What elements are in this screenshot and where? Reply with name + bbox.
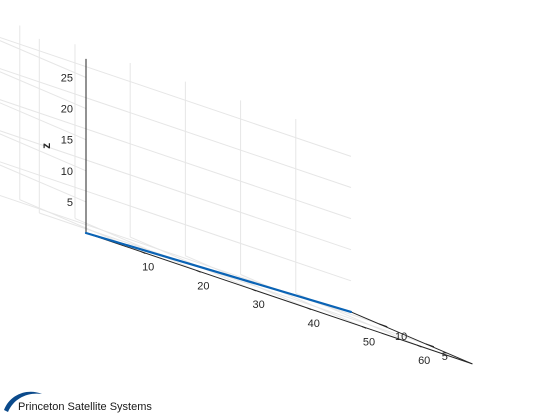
grid-line <box>0 40 87 78</box>
z-tick-label: 25 <box>61 73 73 85</box>
logo-text: Princeton Satellite Systems <box>18 401 152 413</box>
z-tick-label: 10 <box>61 166 73 178</box>
x-tick-label: 30 <box>252 299 264 311</box>
grid-line <box>0 161 352 282</box>
grid-line <box>0 164 87 203</box>
x-tick <box>361 326 367 329</box>
x-tick <box>417 344 422 348</box>
y-tick <box>378 323 388 328</box>
x-tick <box>251 288 256 292</box>
y-tick <box>425 343 435 348</box>
x-axis-line <box>85 232 473 365</box>
grid-line <box>74 217 197 271</box>
series-line <box>84 231 353 313</box>
x-tick-label: 20 <box>197 280 209 292</box>
grid-line <box>0 68 352 188</box>
x-tick <box>141 251 146 254</box>
axes <box>85 58 473 365</box>
grid-line <box>39 212 426 345</box>
grid-line <box>0 133 87 172</box>
grid-line <box>0 99 352 220</box>
grid-lines <box>0 25 426 346</box>
y-axis-line <box>350 311 473 365</box>
z-tick-label: 20 <box>61 104 73 116</box>
x-tick-label: 10 <box>142 262 154 274</box>
z-tick-label: 5 <box>67 197 73 209</box>
z-axis-label: z <box>39 143 53 149</box>
grid-line <box>0 71 87 110</box>
grid-line <box>240 274 363 327</box>
z-tick-label: 15 <box>61 135 73 147</box>
grid-line <box>0 102 87 141</box>
x-tick-label: 60 <box>418 355 430 367</box>
data-series <box>84 231 353 313</box>
company-logo: Princeton Satellite Systems <box>2 388 202 418</box>
logo-swoosh-icon <box>4 391 42 412</box>
tick-labels: 102030405060510510152025xyz <box>39 73 448 368</box>
x-tick-label: 50 <box>363 337 375 349</box>
y-tick-label: 10 <box>395 331 407 343</box>
chart-figure: 102030405060510510152025xyz <box>0 25 473 368</box>
y-tick-label: 5 <box>442 351 448 363</box>
x-tick <box>196 269 201 273</box>
grid-line <box>0 130 352 251</box>
x-tick <box>306 307 312 311</box>
grid-line <box>0 36 352 157</box>
x-tick-label: 40 <box>308 318 320 330</box>
